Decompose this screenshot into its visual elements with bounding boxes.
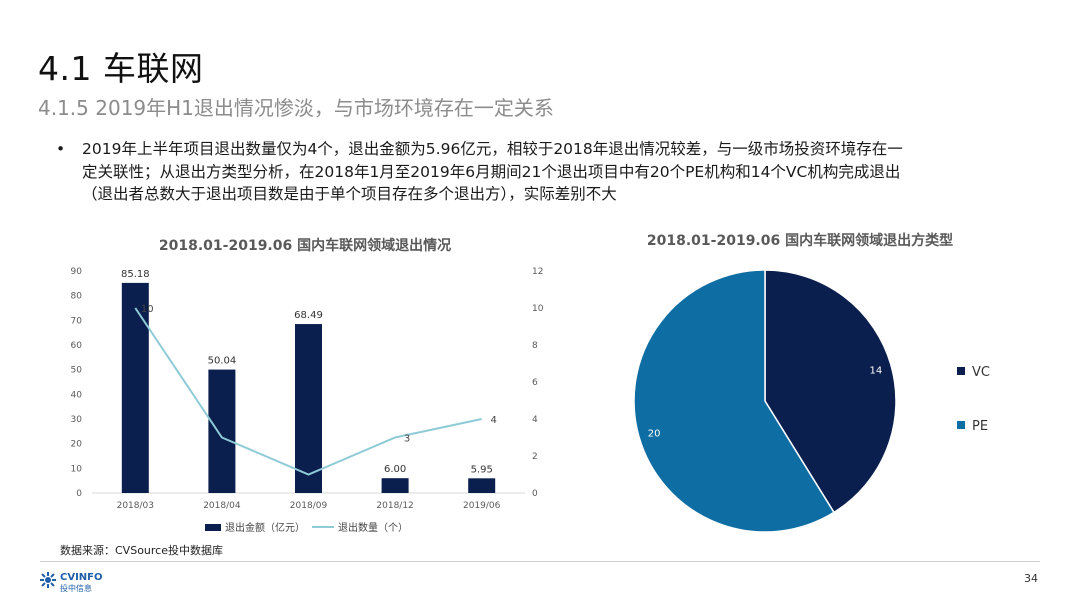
legend-pe-swatch <box>957 421 965 429</box>
y-left-tick-label: 80 <box>71 292 83 302</box>
amount-bar <box>295 324 322 493</box>
x-tick-label: 2018/04 <box>203 501 241 511</box>
legend-line-label: 退出数量（个） <box>338 521 408 534</box>
x-tick-label: 2019/06 <box>463 501 501 511</box>
bullet-line: 2019年上半年项目退出数量仅为4个，退出金额为5.96亿元，相较于2018年退… <box>82 140 903 158</box>
y-right-tick-label: 10 <box>532 304 544 314</box>
amount-bar-label: 6.00 <box>384 464 406 475</box>
amount-bar <box>121 282 149 493</box>
amount-bar-label: 50.04 <box>208 356 237 367</box>
bullet-line: 定关联性；从退出方类型分析，在2018年1月至2019年6月期间21个退出项目中… <box>82 162 901 181</box>
bullet-text: 2019年上半年项目退出数量仅为4个，退出金额为5.96亿元，相较于2018年退… <box>82 138 1046 206</box>
pie-legend: VC PE <box>957 365 990 434</box>
exit-type-pie-chart: 2018.01-2019.06 国内车联网领域退出方类型 14 20 VC PE <box>633 232 990 533</box>
logo-mark-icon <box>40 572 56 588</box>
amount-bar-label: 85.18 <box>121 269 150 280</box>
bullet-line: （退出者总数大于退出项目数是由于单个项目存在多个退出方），实际差别不大 <box>82 185 617 203</box>
x-tick-label: 2018/03 <box>117 501 154 511</box>
y-right-tick-label: 12 <box>532 267 543 277</box>
amount-bar <box>381 478 409 493</box>
legend-vc-label: VC <box>972 365 990 380</box>
y-right-tick-label: 8 <box>532 341 538 351</box>
pie-slice-vc <box>764 269 897 514</box>
page-title: 4.1 车联网 <box>38 49 204 88</box>
y-right-tick-label: 6 <box>532 378 538 388</box>
y-left-tick-label: 30 <box>71 415 83 425</box>
pie-slice-value-label: 20 <box>648 429 661 440</box>
y-left-tick-label: 20 <box>71 440 83 450</box>
y-left-tick-label: 0 <box>76 489 82 499</box>
y-right-tick-label: 2 <box>532 452 538 462</box>
pie-slice-value-label: 14 <box>870 365 883 376</box>
combo-chart-title: 2018.01-2019.06 国内车联网领域退出情况 <box>159 237 451 254</box>
amount-bar <box>208 369 236 493</box>
count-point-label: 10 <box>141 304 154 315</box>
amount-bar <box>468 478 496 493</box>
combo-legend: 退出金额（亿元） 退出数量（个） <box>205 521 408 534</box>
y-left-tick-label: 60 <box>71 341 83 351</box>
legend-pe-label: PE <box>972 419 988 434</box>
y-left-tick-label: 90 <box>71 267 83 277</box>
y-left-tick-label: 10 <box>71 464 83 474</box>
data-source-note: 数据来源：CVSource投中数据库 <box>60 544 223 557</box>
logo-text: CVINFO <box>60 572 103 583</box>
amount-bar-label: 5.95 <box>471 464 493 475</box>
logo-subtext: 投中信息 <box>60 583 92 593</box>
exit-combo-chart: 2018.01-2019.06 国内车联网领域退出情况 010203040506… <box>71 237 544 534</box>
pie-chart-title: 2018.01-2019.06 国内车联网领域退出方类型 <box>647 232 953 249</box>
bullet-paragraph: • 2019年上半年项目退出数量仅为4个，退出金额为5.96亿元，相较于2018… <box>56 138 1046 206</box>
y-left-tick-label: 50 <box>71 366 83 376</box>
y-left-tick-label: 40 <box>71 390 83 400</box>
amount-bar-label: 68.49 <box>294 310 323 321</box>
count-point-label: 4 <box>491 415 497 426</box>
count-line <box>134 307 482 476</box>
y-right-tick-label: 0 <box>532 489 538 499</box>
pie-slice-pe <box>633 269 835 533</box>
cvinfo-logo: CVINFO 投中信息 <box>40 572 103 593</box>
count-point-label: 3 <box>404 434 410 445</box>
x-tick-label: 2018/09 <box>290 501 328 511</box>
y-left-tick-label: 70 <box>71 316 83 326</box>
page-subtitle: 4.1.5 2019年H1退出情况惨淡，与市场环境存在一定关系 <box>38 96 554 120</box>
legend-vc-swatch <box>957 367 965 375</box>
legend-bar-swatch <box>205 524 221 531</box>
footer-divider <box>40 561 1040 562</box>
y-right-tick-label: 4 <box>532 415 538 425</box>
page-number: 34 <box>1024 572 1038 585</box>
legend-bar-label: 退出金额（亿元） <box>225 521 305 534</box>
x-tick-label: 2018/12 <box>376 501 413 511</box>
bullet-marker: • <box>56 140 66 158</box>
